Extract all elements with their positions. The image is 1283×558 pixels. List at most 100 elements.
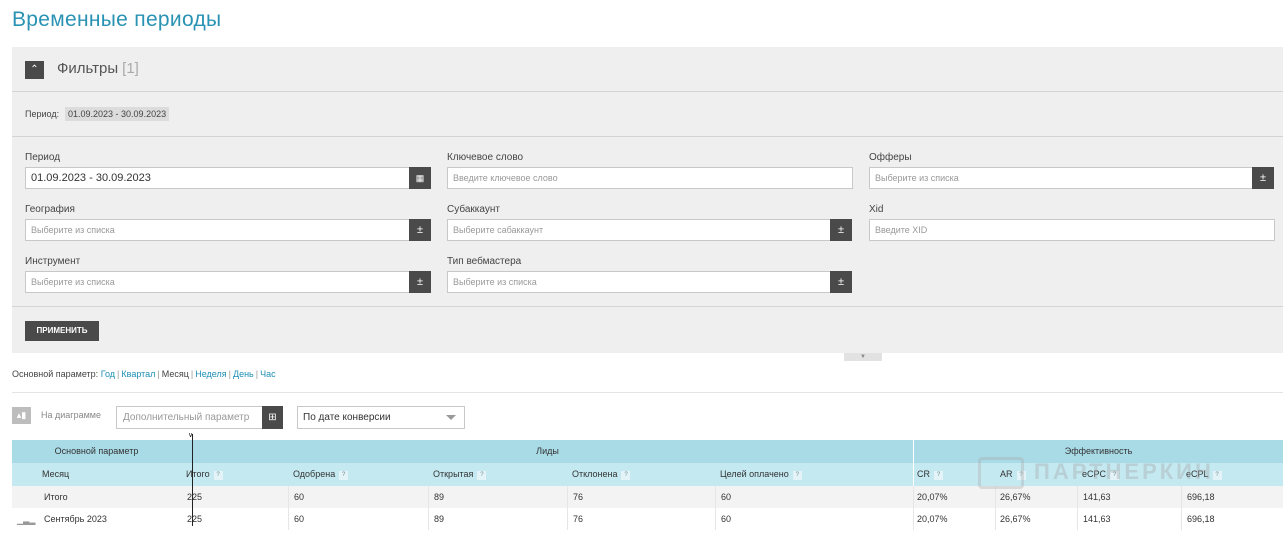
xid-label: Xid (869, 204, 884, 215)
subaccount-select[interactable]: Выберите сабаккаунт (447, 219, 831, 241)
table-cell: 89 (434, 514, 445, 524)
table-cell: 26,67% (1000, 492, 1031, 502)
base-param-year[interactable]: Год (100, 369, 116, 379)
divider (12, 392, 1283, 393)
watermark-logo: ПАРТНЕРКИН (978, 452, 1228, 492)
table-cell: 696,18 (1187, 492, 1215, 502)
help-icon[interactable]: ? (934, 471, 943, 480)
webmaster-select[interactable]: Выберите из списка (447, 271, 831, 293)
period-summary-chip[interactable]: 01.09.2023 - 30.09.2023 (65, 107, 170, 121)
table-cell: Сентябрь 2023 (44, 514, 107, 524)
table-cell: 20,07% (917, 492, 948, 502)
panel-divider (12, 306, 1283, 307)
col-header-paid-goals[interactable]: Целей оплачено? (720, 463, 802, 486)
chevron-down-icon (446, 415, 456, 420)
table-cell: 696,18 (1187, 514, 1215, 524)
col-header-approved[interactable]: Одобрена? (293, 463, 349, 486)
conversion-date-select[interactable]: По дате конверсии (297, 406, 465, 429)
table-cell: 141,63 (1083, 514, 1111, 524)
table-cell: 26,67% (1000, 514, 1031, 524)
col-header-ar[interactable]: AR? (1000, 463, 1026, 486)
filter-title: Фильтры [1] (57, 60, 139, 77)
table-cell: 60 (721, 514, 732, 524)
column-divider (913, 486, 914, 530)
filter-count: [1] (122, 60, 139, 77)
column-divider (288, 486, 289, 530)
tool-select[interactable]: Выберите из списка (25, 271, 410, 293)
group-header-leads: Лиды (536, 446, 559, 456)
geo-plus-minus-button[interactable]: ± (409, 219, 431, 241)
table-cell: 76 (573, 492, 584, 502)
help-icon[interactable]: ? (621, 471, 631, 480)
table-cell: 225 (187, 514, 203, 524)
base-param-week[interactable]: Неделя (195, 369, 227, 379)
xid-input[interactable]: Введите XID (869, 219, 1275, 241)
base-param-bar: Основной параметр: Год | Квартал | Месяц | Нед… (12, 369, 276, 379)
column-divider (428, 486, 429, 530)
table-cell: 76 (573, 514, 584, 524)
help-icon[interactable]: ? (213, 471, 223, 480)
calendar-icon[interactable]: ▦ (409, 167, 431, 189)
col-header-ecpc[interactable]: eCPC? (1082, 463, 1120, 486)
col-header-rejected[interactable]: Отклонена? (572, 463, 631, 486)
on-chart-label: На диаграмме (41, 410, 101, 420)
bar-chart-icon[interactable]: ▁▃▂ (17, 516, 36, 525)
chart-toggle-icon[interactable]: ▴▮ (12, 407, 31, 424)
period-label: Период (25, 152, 61, 163)
table-cell: 60 (294, 514, 305, 524)
table-cell: Итого (44, 492, 68, 502)
column-divider (1181, 486, 1182, 530)
help-icon[interactable]: ? (1212, 471, 1222, 480)
group-header-base: Основной параметр (54, 446, 139, 456)
geo-select[interactable]: Выберите из списка (25, 219, 410, 241)
column-divider (995, 486, 996, 530)
extra-param-input[interactable]: Дополнительный параметр (116, 406, 283, 429)
offers-plus-minus-button[interactable]: ± (1252, 167, 1274, 189)
col-header-open[interactable]: Открытая? (433, 463, 487, 486)
offers-label: Офферы (869, 152, 912, 163)
drawer-toggle-icon[interactable]: ▼ (844, 353, 882, 361)
table-cell: 60 (294, 492, 305, 502)
resize-caret-icon[interactable]: ∨ (188, 432, 194, 439)
tool-label: Инструмент (25, 256, 81, 267)
watermark-text: ПАРТНЕРКИН (1034, 459, 1214, 484)
base-param-day[interactable]: День (232, 369, 254, 379)
help-icon[interactable]: ? (1016, 471, 1026, 480)
period-field[interactable]: 01.09.2023 - 30.09.2023 (25, 167, 410, 189)
watermark-icon (978, 457, 1024, 490)
apply-button[interactable]: ПРИМЕНИТЬ (25, 321, 99, 341)
column-divider (715, 486, 716, 530)
help-icon[interactable]: ? (339, 471, 349, 480)
col-header-cr[interactable]: CR? (917, 463, 943, 486)
subaccount-plus-minus-button[interactable]: ± (830, 219, 852, 241)
tool-plus-minus-button[interactable]: ± (409, 271, 431, 293)
subaccount-label: Субаккаунт (447, 204, 500, 215)
filter-header[interactable]: ⌃ Фильтры [1] (12, 47, 1283, 92)
help-icon[interactable]: ? (477, 471, 487, 480)
base-param-hour[interactable]: Час (260, 369, 276, 379)
period-summary-label: Период: (25, 109, 60, 119)
extra-param-add-icon[interactable]: ⊞ (262, 406, 283, 429)
help-icon[interactable]: ? (792, 471, 802, 480)
frozen-column-divider[interactable] (192, 434, 193, 526)
base-param-quarter[interactable]: Квартал (121, 369, 156, 379)
help-icon[interactable]: ? (1110, 471, 1120, 480)
table-column-header: Месяц Итого? Одобрена? Открытая? Отклоне… (12, 440, 1283, 486)
keyword-input[interactable]: Введите ключевое слово (447, 167, 853, 189)
col-header-ecpl[interactable]: eCPL? (1186, 463, 1222, 486)
table-cell: 141,63 (1083, 492, 1111, 502)
conversion-date-value: По дате конверсии (303, 412, 391, 423)
page-title: Временные периоды (12, 8, 222, 31)
col-header-total[interactable]: Итого? (186, 463, 223, 486)
offers-select[interactable]: Выберите из списка (869, 167, 1253, 189)
webmaster-plus-minus-button[interactable]: ± (830, 271, 852, 293)
collapse-icon[interactable]: ⌃ (25, 61, 44, 79)
webmaster-label: Тип вебмастера (447, 256, 522, 267)
filter-title-text: Фильтры (57, 60, 119, 77)
table-row[interactable]: ▁▃▂ Сентябрь 2023 225 60 89 76 60 20,07%… (12, 508, 1283, 530)
base-param-month: Месяц (161, 369, 189, 379)
col-header-month[interactable]: Месяц (42, 469, 70, 479)
table-total-row: Итого 225 60 89 76 60 20,07% 26,67% 141,… (12, 486, 1283, 508)
base-param-label: Основной параметр: (12, 369, 99, 379)
period-summary: Период: 01.09.2023 - 30.09.2023 (12, 93, 1283, 137)
